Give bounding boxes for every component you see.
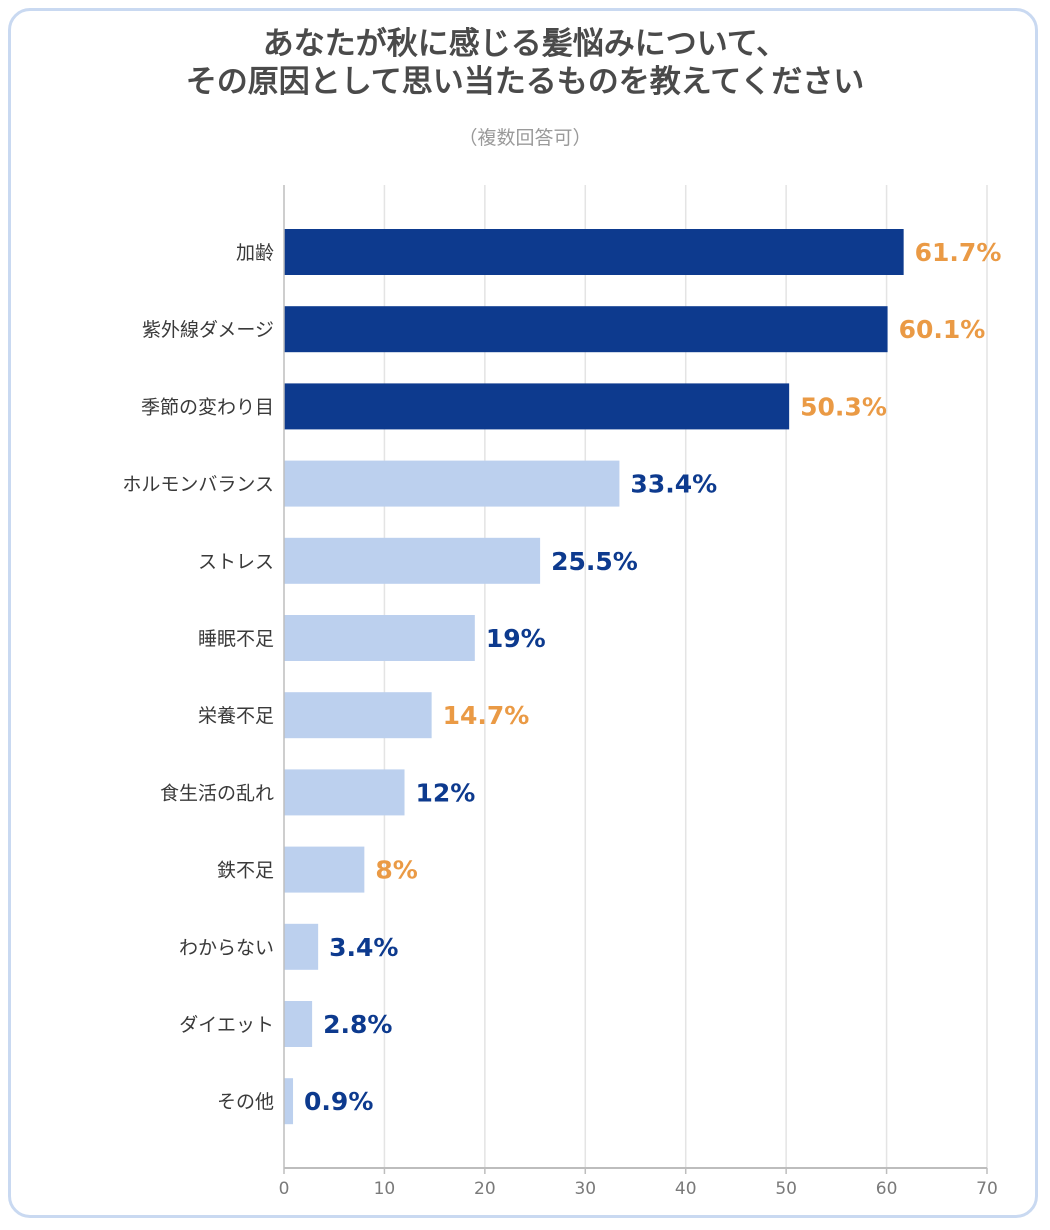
value-label: 25.5%: [551, 547, 638, 576]
x-tick-label: 40: [675, 1179, 697, 1199]
value-label: 12%: [416, 778, 476, 807]
category-label: その他: [217, 1091, 274, 1113]
value-label: 61.7%: [915, 238, 1002, 267]
x-tick-label: 50: [775, 1179, 797, 1199]
value-label: 8%: [375, 856, 417, 885]
bar-5: [284, 615, 475, 661]
value-label: 14.7%: [443, 701, 530, 730]
x-axis: 0 10 20 30 40 50 60 70: [279, 185, 998, 1199]
x-tick-label: 30: [574, 1179, 596, 1199]
value-label: 33.4%: [630, 470, 717, 499]
category-label: 紫外線ダメージ: [142, 319, 274, 341]
category-label: 栄養不足: [198, 705, 274, 727]
bar-1: [284, 306, 888, 353]
chart-title-line-1: あなたが秋に感じる髪悩みについて、: [262, 26, 788, 62]
x-tick-label: 60: [876, 1179, 898, 1199]
labels: 加齢 61.7% 紫外線ダメージ 60.1% 季節の変わり目 50.3% ホルモンバランス 3…: [122, 238, 1001, 1116]
bar-10: [284, 1001, 313, 1047]
category-label: ホルモンバランス: [122, 474, 274, 496]
bar-3: [284, 460, 620, 507]
bar-0: [284, 229, 904, 275]
category-label: 加齢: [236, 242, 274, 264]
category-label: 鉄不足: [217, 860, 274, 882]
category-label: ダイエット: [179, 1014, 274, 1036]
category-label: 食生活の乱れ: [160, 782, 274, 804]
bar-11: [284, 1078, 294, 1125]
bar-6: [284, 692, 432, 739]
value-label: 60.1%: [899, 315, 986, 344]
bars: [284, 229, 904, 1125]
bar-2: [284, 383, 790, 430]
bar-4: [284, 537, 541, 584]
chart-frame: [8, 8, 1038, 1218]
value-label: 2.8%: [323, 1010, 392, 1039]
value-label: 0.9%: [304, 1087, 373, 1116]
chart-title-line-2: その原因として思い当たるものを教えてください: [185, 64, 865, 100]
x-tick-label: 0: [279, 1179, 290, 1199]
x-tick-label: 70: [976, 1179, 998, 1199]
category-label: ストレス: [198, 551, 274, 573]
x-tick-label: 20: [474, 1179, 496, 1199]
category-label: 季節の変わり目: [141, 396, 274, 418]
bar-8: [284, 846, 365, 893]
category-label: 睡眠不足: [198, 628, 274, 650]
chart-subtitle: （複数回答可）: [458, 127, 592, 149]
bar-7: [284, 769, 405, 816]
bar-9: [284, 923, 319, 970]
value-label: 50.3%: [800, 392, 887, 421]
x-tick-label: 10: [374, 1179, 396, 1199]
value-label: 3.4%: [329, 933, 398, 962]
value-label: 19%: [486, 624, 546, 653]
category-label: わからない: [179, 937, 274, 959]
